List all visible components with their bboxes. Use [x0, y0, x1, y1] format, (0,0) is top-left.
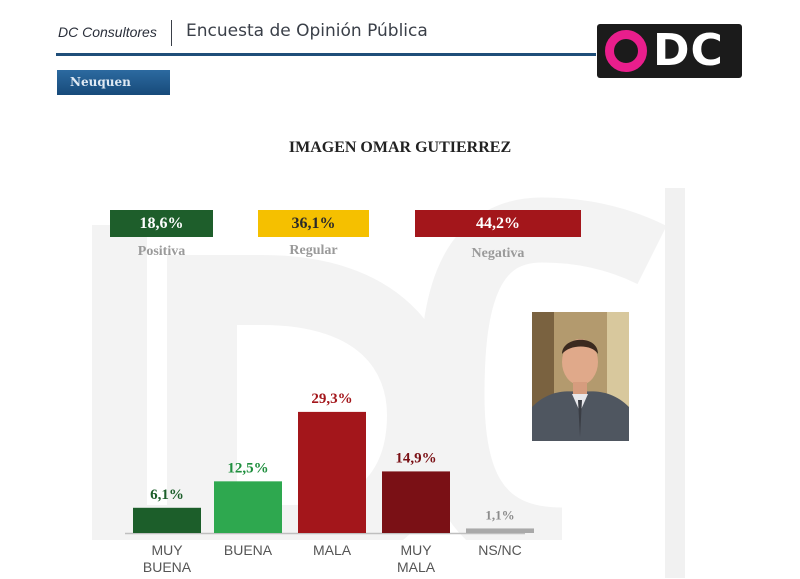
brand-name: DC Consultores — [58, 24, 157, 40]
region-tab[interactable]: Neuquen — [57, 70, 170, 95]
header-separator — [171, 20, 172, 46]
logo-text: DC — [653, 25, 724, 76]
summary-positive-value: 18,6% — [110, 210, 213, 237]
company-logo: DC — [597, 24, 742, 78]
summary-negative-value: 44,2% — [415, 210, 581, 237]
chart-title: IMAGEN OMAR GUTIERREZ — [288, 139, 512, 156]
bar-muy-mala — [382, 471, 450, 533]
politician-photo — [532, 312, 629, 441]
category-label: BUENA — [224, 542, 273, 558]
summary-negative-label: Negativa — [471, 246, 525, 261]
bar-muy-buena — [133, 507, 201, 533]
data-label: 14,9% — [395, 450, 436, 466]
summary-regular-label: Regular — [289, 243, 338, 258]
data-label: 12,5% — [227, 460, 268, 476]
data-label: 6,1% — [150, 487, 184, 503]
bar-ns-nc — [466, 528, 534, 533]
category-label: MUY — [400, 542, 432, 558]
portrait-illustration — [532, 312, 629, 441]
survey-title: Encuesta de Opinión Pública — [186, 21, 428, 41]
category-label: MUY — [151, 542, 183, 558]
bar-buena — [214, 481, 282, 533]
category-label: MALA — [313, 542, 352, 558]
category-label: MALA — [397, 559, 436, 575]
summary-regular-value: 36,1% — [258, 210, 369, 237]
data-label: 29,3% — [311, 391, 352, 407]
watermark-rail — [665, 188, 685, 578]
category-label: BUENA — [143, 559, 192, 575]
category-label: NS/NC — [478, 542, 522, 558]
summary-positive-label: Positiva — [137, 244, 186, 259]
header-rule — [56, 53, 596, 56]
logo-ring — [605, 30, 647, 72]
bar-mala — [298, 411, 366, 533]
data-label: 1,1% — [485, 507, 514, 522]
